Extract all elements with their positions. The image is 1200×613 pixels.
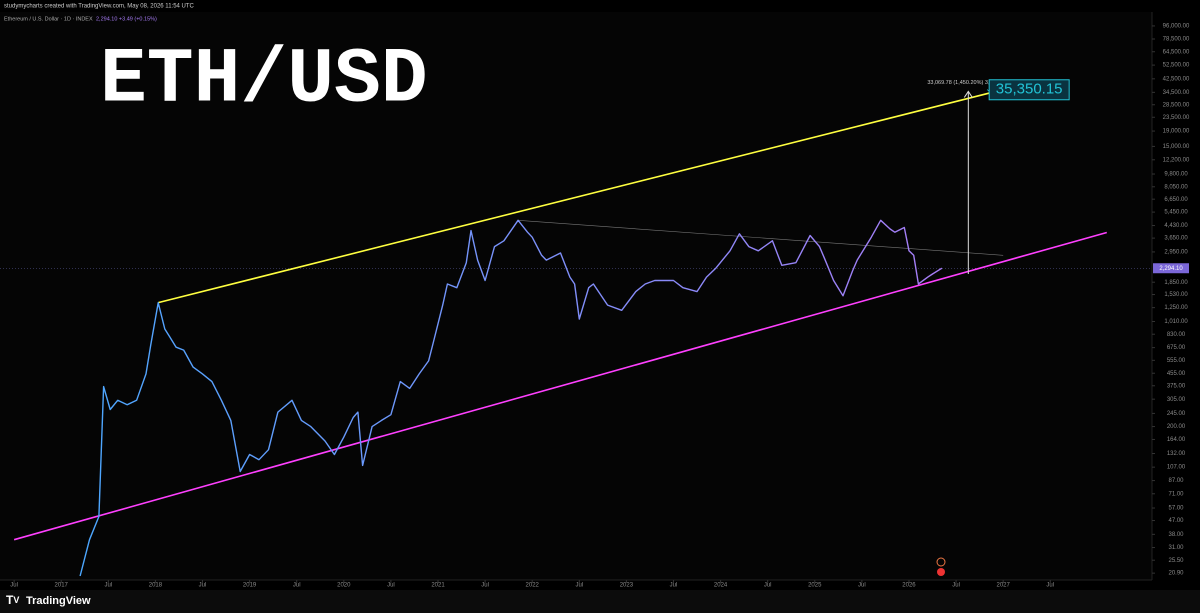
y-tick-label: 1,010.00	[1164, 319, 1188, 325]
x-tick-label: 2022	[526, 583, 540, 589]
y-tick-label: 19,000.00	[1163, 129, 1190, 135]
x-tick-label: Jul	[952, 583, 960, 589]
y-tick-label: 305.00	[1167, 397, 1186, 403]
current-price-box	[1153, 263, 1189, 274]
x-tick-label: Jul	[481, 583, 489, 589]
x-tick-label: 2020	[337, 583, 351, 589]
footer	[0, 590, 1200, 613]
y-tick-label: 15,000.00	[1163, 144, 1190, 150]
header: studymycharts created with TradingView.c…	[4, 4, 195, 10]
logo-mark: TV	[6, 593, 19, 607]
x-tick-label: Jul	[104, 583, 112, 589]
y-tick-label: 4,430.00	[1164, 223, 1188, 229]
x-tick-label: 2025	[808, 583, 822, 589]
x-tick-label: Jul	[670, 583, 678, 589]
price-line	[79, 219, 943, 577]
measure-label: 33,069.78 (1,450.20%) 3,306,978	[927, 80, 1009, 86]
y-tick-label: 38.00	[1168, 532, 1184, 538]
x-tick-label: 2026	[902, 583, 916, 589]
x-tick-label: 2024	[714, 583, 728, 589]
y-tick-label: 71.00	[1168, 491, 1184, 497]
brand: TradingView	[26, 595, 91, 607]
y-tick-label: 31.00	[1168, 545, 1184, 551]
y-tick-label: 52,500.00	[1163, 63, 1190, 69]
x-tick-label: Jul	[858, 583, 866, 589]
y-tick-label: 375.00	[1167, 383, 1186, 389]
y-tick-label: 132.00	[1167, 451, 1186, 457]
y-tick-label: 64,500.00	[1163, 49, 1190, 55]
x-tick-label: 2021	[431, 583, 445, 589]
target-box	[988, 79, 1070, 101]
x-tick-label: 2027	[996, 583, 1010, 589]
y-tick-label: 1,250.00	[1164, 305, 1188, 311]
measure-arrowhead	[963, 90, 973, 98]
y-tick-label: 3,650.00	[1164, 236, 1188, 242]
event-icon[interactable]	[937, 568, 945, 576]
y-tick-label: 34,500.00	[1163, 90, 1190, 96]
y-tick-label: 28,500.00	[1163, 102, 1190, 108]
last-quote: 2,294.10 +3.49 (+0.15%)	[96, 16, 157, 22]
trendline	[518, 220, 1004, 256]
chart-title: ETH/USD	[100, 37, 428, 125]
y-tick-label: 675.00	[1167, 345, 1186, 351]
y-tick-label: 23,500.00	[1163, 115, 1190, 121]
x-tick-label: Jul	[575, 583, 583, 589]
x-tick-label: 2017	[55, 583, 69, 589]
y-tick-label: 87.00	[1168, 478, 1184, 484]
trendline	[158, 88, 1004, 304]
y-tick-label: 164.00	[1167, 437, 1186, 443]
trendline	[13, 231, 1108, 541]
x-tick-label: Jul	[1046, 583, 1054, 589]
y-tick-label: 5,450.00	[1164, 210, 1188, 216]
y-tick-label: 2,950.00	[1164, 250, 1188, 256]
y-tick-label: 555.00	[1167, 358, 1186, 364]
y-tick-label: 57.00	[1168, 506, 1184, 512]
y-tick-label: 47.00	[1168, 518, 1184, 524]
y-tick-label: 1,850.00	[1164, 280, 1188, 286]
y-tick-label: 78,500.00	[1163, 37, 1190, 43]
y-tick-label: 8,050.00	[1164, 184, 1188, 190]
x-tick-label: 2018	[149, 583, 163, 589]
y-tick-label: 245.00	[1167, 411, 1186, 417]
y-tick-label: 25.50	[1168, 558, 1184, 564]
x-tick-label: Jul	[387, 583, 395, 589]
x-tick-label: 2019	[243, 583, 257, 589]
y-tick-label: 12,200.00	[1163, 157, 1190, 163]
y-tick-label: 200.00	[1167, 424, 1186, 430]
y-tick-label: 830.00	[1167, 332, 1186, 338]
x-tick-label: Jul	[10, 583, 18, 589]
y-tick-label: 96,000.00	[1163, 24, 1190, 30]
y-tick-label: 1,530.00	[1164, 292, 1188, 298]
y-tick-label: 20.90	[1168, 571, 1184, 577]
current-price-label: 2,294.10	[1159, 266, 1183, 272]
y-tick-label: 42,500.00	[1163, 76, 1190, 82]
event-icon[interactable]	[936, 557, 946, 567]
x-tick-label: Jul	[199, 583, 207, 589]
y-tick-label: 9,800.00	[1164, 172, 1188, 178]
x-tick-label: 2023	[620, 583, 634, 589]
y-tick-label: 6,650.00	[1164, 197, 1188, 203]
y-tick-label: 455.00	[1167, 371, 1186, 377]
target-label: 35,350.15	[996, 81, 1063, 98]
x-tick-label: Jul	[293, 583, 301, 589]
symbol: Ethereum / U.S. Dollar · 1D · INDEX	[4, 16, 93, 22]
y-tick-label: 107.00	[1167, 465, 1186, 471]
x-tick-label: Jul	[764, 583, 772, 589]
